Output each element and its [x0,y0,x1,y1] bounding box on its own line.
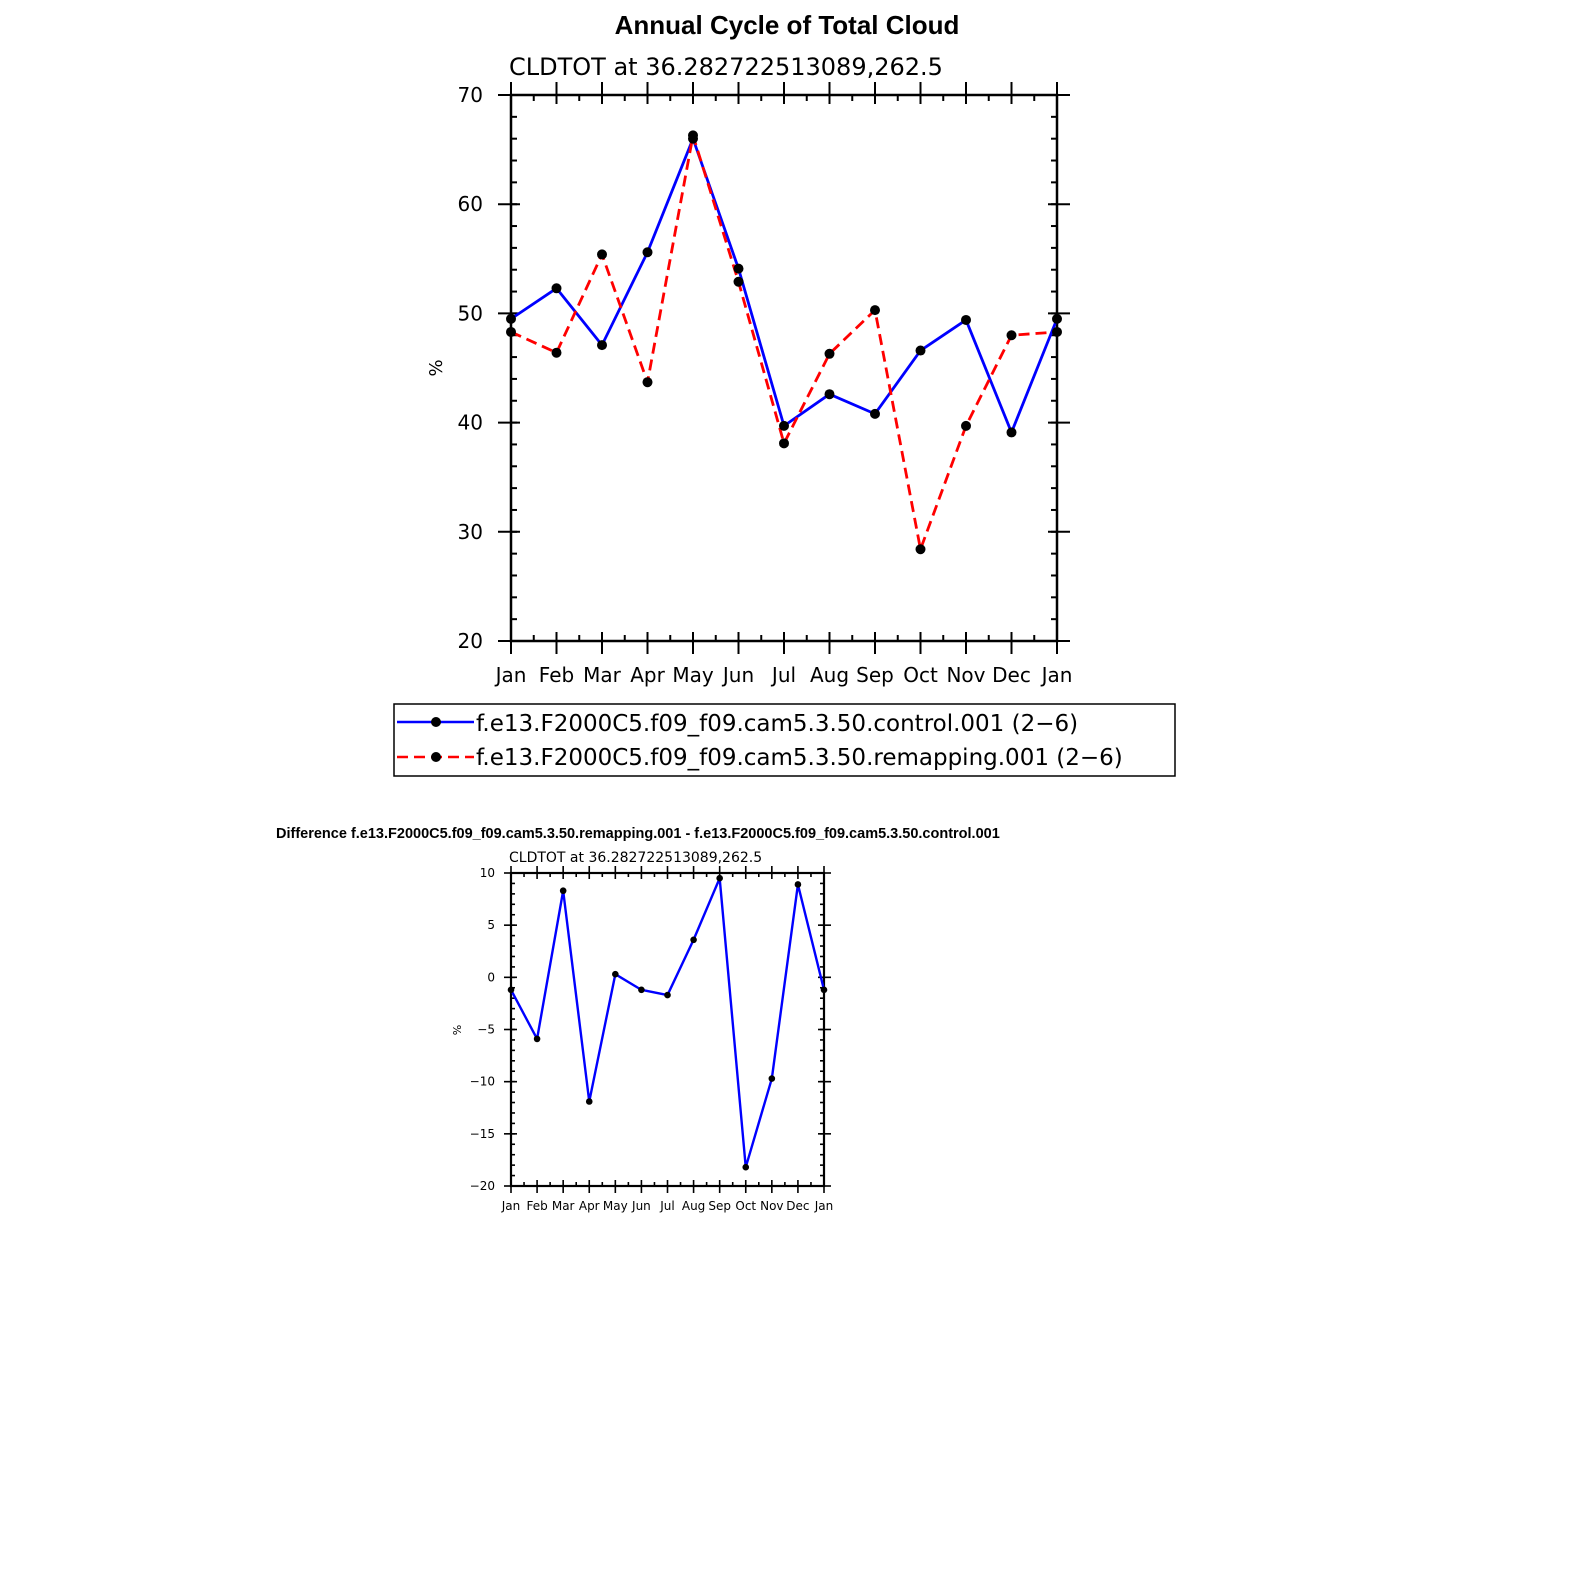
diff-x-tick-label: Nov [760,1199,783,1213]
legend-label-control: f.e13.F2000C5.f09_f09.cam5.3.50.control.… [476,711,1078,737]
diff-x-tick-label: Jan [814,1199,834,1213]
diff-chart-y-axis-label: % [451,1025,464,1035]
main-x-tick-label: Aug [810,663,849,687]
main-series-0-point [1006,427,1017,438]
diff-x-tick-label: Dec [786,1199,809,1213]
diff-series-0-point [794,881,802,888]
diff-series-line-0 [509,877,826,1169]
main-x-tick-label: Sep [856,663,894,687]
diff-series-0-point [585,1098,593,1105]
diff-y-tick-label: −10 [470,1075,495,1089]
main-series-0-point [642,247,653,258]
diff-y-tick-label: 10 [480,866,495,880]
diff-series-0-point [768,1075,776,1082]
main-chart-title: Annual Cycle of Total Cloud [615,10,960,40]
diff-x-tick-label: Sep [708,1199,731,1213]
main-series-0-point [1052,313,1062,324]
main-x-tick-label: Mar [583,663,622,687]
main-x-tick-label: Oct [903,663,938,687]
diff-y-tick-label: 5 [487,918,495,932]
main-series-1-point [551,347,562,358]
diff-y-tick-label: −5 [477,1023,495,1037]
diff-x-tick-label: Jun [631,1199,651,1213]
main-y-tick-label: 70 [458,83,483,107]
main-y-tick-label: 40 [458,411,483,435]
main-x-tick-label: Dec [992,663,1031,687]
main-x-tick-label: Jan [494,663,527,687]
main-series-line-0 [510,137,1059,434]
diff-y-tick-label: 0 [487,970,495,984]
main-series-1-point [688,130,698,141]
diff-x-tick-label: Aug [682,1199,705,1213]
main-series-0-point [915,345,926,356]
main-y-tick-label: 50 [458,301,483,325]
diff-series-0-point [507,986,515,994]
main-series-1-point [779,438,789,449]
diff-x-tick-label: Feb [526,1199,547,1213]
diff-series-0-point [690,936,697,944]
main-series-1-point [1006,330,1017,341]
diff-y-tick-label: −20 [470,1179,495,1193]
diff-x-tick-label: Apr [579,1199,600,1213]
diff-chart-subtitle: CLDTOT at 36.282722513089,262.5 [509,850,762,866]
main-chart-legend: f.e13.F2000C5.f09_f09.cam5.3.50.control.… [393,703,1176,777]
legend-marker-control [431,717,441,727]
diff-x-tick-label: Jul [659,1199,674,1213]
diff-x-tick-label: Oct [735,1199,756,1213]
main-series-1-point [1052,326,1062,337]
diff-series-0-point [664,991,671,999]
main-series-0-point [597,340,607,351]
main-series-0-point [824,389,835,400]
diff-x-tick-label: May [603,1199,628,1213]
diff-x-tick-label: Mar [552,1199,575,1213]
main-series-1-point [915,544,926,555]
diff-series-0-point [820,986,828,994]
main-series-1-point [733,276,744,287]
diff-series-0-point [612,970,619,978]
diff-series-0-point [716,874,723,882]
diff-y-tick-label: −15 [470,1127,495,1141]
legend-label-remapping: f.e13.F2000C5.f09_f09.cam5.3.50.remappin… [476,745,1123,771]
main-series-1-point [824,348,835,359]
main-series-0-point [551,283,562,294]
main-series-0-point [961,314,971,325]
diff-plot-area: Jan Feb Mar Apr May Jun Jul Aug Sep Oct Nov Dec Jan−… [470,866,834,1213]
main-chart-y-axis-label: % [426,359,447,376]
main-y-tick-label: 20 [458,629,483,653]
main-plot-frame [509,93,1059,643]
main-series-0-point [779,420,789,431]
main-x-tick-label: Feb [539,663,574,687]
main-y-tick-label: 60 [458,192,483,216]
main-x-tick-label: Jan [1040,663,1073,687]
diff-series-0-point [533,1035,541,1043]
diff-series-0-point [742,1163,750,1171]
main-x-tick-label: Jun [721,663,754,687]
main-x-tick-label: May [672,663,714,687]
diff-chart-title: Difference f.e13.F2000C5.f09_f09.cam5.3.… [276,826,1000,842]
main-series-1-point [597,249,607,260]
main-x-tick-label: Jul [770,663,796,687]
main-plot-area: Jan Feb Mar Apr May Jun Jul Aug Sep Oct Nov Dec Jan 2… [458,82,1073,687]
main-series-1-point [961,420,971,431]
legend-marker-remapping [431,752,441,762]
main-series-0-point [506,313,516,324]
diff-x-tick-label: Jan [501,1199,521,1213]
main-x-tick-label: Apr [630,663,665,687]
main-series-0-point [870,408,880,419]
main-y-tick-label: 30 [458,520,483,544]
main-x-tick-label: Nov [946,663,985,687]
main-series-0-point [733,263,744,274]
main-series-1-point [870,305,880,316]
main-chart-subtitle: CLDTOT at 36.282722513089,262.5 [509,53,943,81]
legend-box [393,703,1176,777]
main-series-1-point [506,326,516,337]
diff-series-0-point [638,986,645,994]
diff-series-0-point [559,887,567,895]
main-series-1-point [642,377,653,388]
